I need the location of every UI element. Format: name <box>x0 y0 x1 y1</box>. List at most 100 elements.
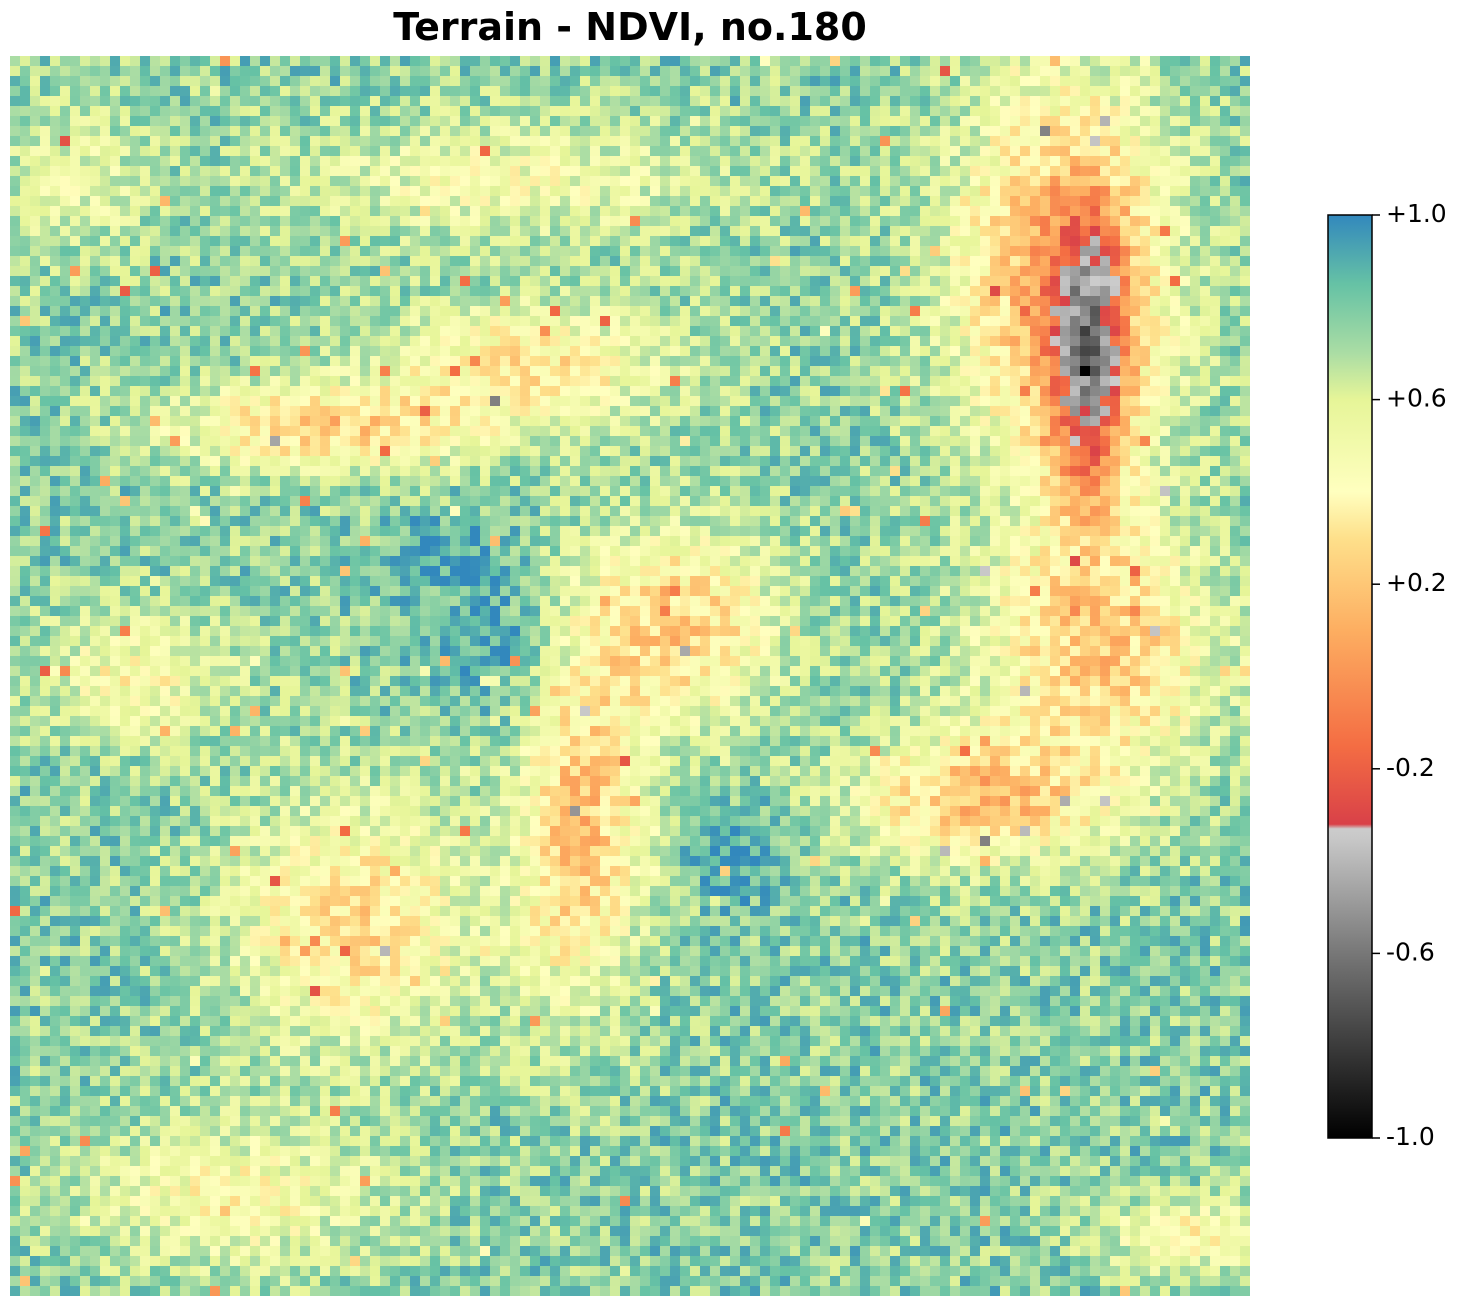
ndvi-cell <box>1010 126 1020 136</box>
ndvi-cell <box>1160 426 1170 436</box>
ndvi-cell <box>610 306 620 316</box>
ndvi-cell <box>780 56 790 66</box>
ndvi-cell <box>880 216 890 226</box>
ndvi-cell <box>680 396 690 406</box>
ndvi-cell <box>160 246 170 256</box>
ndvi-cell <box>510 246 520 256</box>
ndvi-cell <box>550 226 560 236</box>
ndvi-cell <box>80 136 90 146</box>
ndvi-cell <box>1230 366 1240 376</box>
ndvi-cell <box>710 316 720 326</box>
ndvi-cell <box>120 56 130 66</box>
ndvi-cell <box>180 186 190 196</box>
ndvi-cell <box>500 146 510 156</box>
ndvi-cell <box>1150 346 1160 356</box>
ndvi-cell <box>100 426 110 436</box>
ndvi-cell <box>190 56 200 66</box>
ndvi-cell <box>640 346 650 356</box>
ndvi-cell <box>50 126 60 136</box>
ndvi-cell <box>530 416 540 426</box>
ndvi-cell <box>670 116 680 126</box>
ndvi-cell <box>40 116 50 126</box>
ndvi-cell <box>1140 276 1150 286</box>
ndvi-cell <box>1040 216 1050 226</box>
ndvi-cell <box>210 156 220 166</box>
ndvi-cell <box>800 166 810 176</box>
ndvi-cell <box>1010 236 1020 246</box>
ndvi-cell <box>910 146 920 156</box>
ndvi-cell <box>360 366 370 376</box>
ndvi-cell <box>270 126 280 136</box>
ndvi-cell <box>1140 246 1150 256</box>
ndvi-cell <box>1220 76 1230 86</box>
ndvi-cell <box>1190 56 1200 66</box>
ndvi-cell <box>550 76 560 86</box>
ndvi-cell <box>370 186 380 196</box>
ndvi-cell <box>100 346 110 356</box>
ndvi-cell <box>540 116 550 126</box>
ndvi-cell <box>1090 326 1100 336</box>
ndvi-cell <box>980 256 990 266</box>
ndvi-cell <box>1100 386 1110 396</box>
ndvi-cell <box>1150 436 1160 446</box>
ndvi-cell <box>1200 166 1210 176</box>
ndvi-cell <box>400 176 410 186</box>
ndvi-cell <box>430 286 440 296</box>
ndvi-cell <box>810 96 820 106</box>
ndvi-cell <box>220 426 230 436</box>
ndvi-cell <box>380 346 390 356</box>
ndvi-cell <box>220 146 230 156</box>
ndvi-cell <box>1210 286 1220 296</box>
ndvi-cell <box>600 136 610 146</box>
ndvi-cell <box>1070 236 1080 246</box>
ndvi-cell <box>640 356 650 366</box>
ndvi-cell <box>420 366 430 376</box>
ndvi-cell <box>590 126 600 136</box>
ndvi-cell <box>180 116 190 126</box>
ndvi-cell <box>1230 196 1240 206</box>
ndvi-cell <box>940 316 950 326</box>
ndvi-cell <box>990 136 1000 146</box>
ndvi-cell <box>210 266 220 276</box>
ndvi-cell <box>100 316 110 326</box>
ndvi-cell <box>390 256 400 266</box>
ndvi-cell <box>370 416 380 426</box>
ndvi-cell <box>880 76 890 86</box>
ndvi-cell <box>690 226 700 236</box>
ndvi-cell <box>800 216 810 226</box>
ndvi-cell <box>1110 76 1120 86</box>
ndvi-cell <box>50 216 60 226</box>
ndvi-cell <box>400 396 410 406</box>
ndvi-cell <box>480 96 490 106</box>
ndvi-cell <box>140 116 150 126</box>
ndvi-cell <box>1210 266 1220 276</box>
ndvi-cell <box>840 376 850 386</box>
ndvi-cell <box>20 376 30 386</box>
ndvi-cell <box>330 76 340 86</box>
ndvi-cell <box>830 166 840 176</box>
ndvi-cell <box>320 416 330 426</box>
ndvi-cell <box>610 336 620 346</box>
ndvi-cell <box>370 266 380 276</box>
ndvi-cell <box>490 66 500 76</box>
ndvi-cell <box>550 66 560 76</box>
ndvi-cell <box>1080 296 1090 306</box>
ndvi-cell <box>880 316 890 326</box>
ndvi-cell <box>860 256 870 266</box>
ndvi-cell <box>380 386 390 396</box>
ndvi-cell <box>870 276 880 286</box>
ndvi-cell <box>770 56 780 66</box>
ndvi-cell <box>560 276 570 286</box>
ndvi-cell <box>830 146 840 156</box>
ndvi-cell <box>60 96 70 106</box>
ndvi-cell <box>620 76 630 86</box>
ndvi-cell <box>410 116 420 126</box>
ndvi-cell <box>440 146 450 156</box>
ndvi-cell <box>660 386 670 396</box>
ndvi-cell <box>50 296 60 306</box>
ndvi-cell <box>680 436 690 446</box>
ndvi-cell <box>530 116 540 126</box>
ndvi-cell <box>60 136 70 146</box>
ndvi-cell <box>960 86 970 96</box>
ndvi-cell <box>620 326 630 336</box>
